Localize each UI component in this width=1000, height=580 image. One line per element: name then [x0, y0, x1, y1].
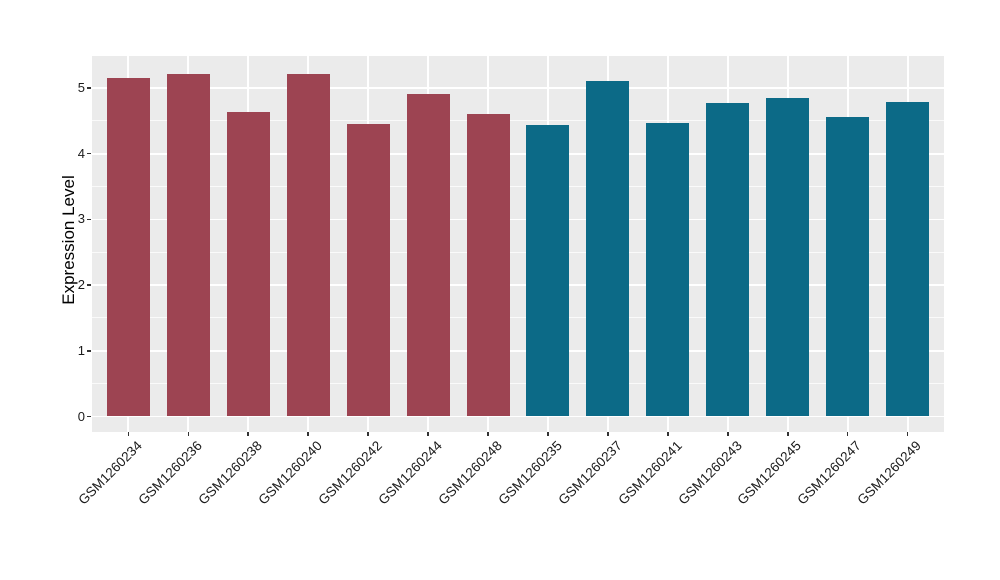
y-tick-mark: [87, 218, 91, 221]
x-tick-mark: [846, 432, 849, 436]
x-tick-label: GSM1260240: [255, 438, 325, 508]
bar-GSM1260238: [226, 111, 270, 417]
y-tick-mark: [87, 87, 91, 89]
y-tick-label: 4: [77, 145, 85, 161]
gridline-major-horizontal: [92, 87, 944, 89]
gridline-major-horizontal: [92, 218, 944, 221]
bar-GSM1260249: [886, 102, 930, 417]
x-tick-label: GSM1260244: [375, 438, 445, 508]
gridline-minor-horizontal: [92, 120, 944, 122]
x-tick-mark: [127, 432, 130, 436]
x-tick-mark: [427, 432, 429, 436]
y-tick-label: 0: [77, 408, 85, 424]
bar-GSM1260235: [526, 124, 570, 417]
bar-GSM1260234: [106, 78, 150, 417]
x-tick-label: GSM1260249: [854, 438, 925, 508]
bar-GSM1260240: [286, 73, 330, 417]
gridline-minor-horizontal: [92, 251, 944, 253]
x-tick-label: GSM1260248: [435, 438, 505, 508]
y-tick-label: 2: [77, 277, 85, 293]
y-tick-mark: [87, 415, 91, 418]
x-tick-label: GSM1260237: [554, 438, 625, 508]
bar-GSM1260236: [166, 73, 210, 417]
gridline-major-horizontal: [92, 415, 944, 418]
y-tick-mark: [87, 284, 91, 286]
x-tick-mark: [307, 432, 309, 436]
gridline-minor-horizontal: [92, 186, 944, 188]
y-tick-mark: [87, 350, 91, 352]
x-tick-mark: [787, 432, 789, 436]
x-tick-label: GSM1260238: [195, 438, 265, 508]
x-tick-mark: [187, 432, 189, 436]
gridline-minor-horizontal: [92, 383, 944, 385]
x-tick-label: GSM1260236: [135, 438, 205, 508]
bar-GSM1260247: [826, 116, 870, 417]
x-tick-label: GSM1260235: [495, 438, 565, 508]
x-tick-mark: [607, 432, 609, 436]
gridline-major-horizontal: [92, 152, 944, 155]
bar-GSM1260243: [706, 103, 750, 417]
x-tick-mark: [367, 432, 369, 436]
gridline-major-horizontal: [92, 349, 944, 352]
gridline-minor-horizontal: [92, 317, 944, 319]
bar-GSM1260237: [586, 80, 630, 417]
plot-panel: [92, 56, 944, 432]
bar-GSM1260242: [346, 124, 390, 417]
x-tick-label: GSM1260242: [315, 438, 385, 508]
x-tick-mark: [487, 432, 489, 436]
x-tick-mark: [727, 432, 729, 436]
x-tick-label: GSM1260241: [614, 438, 685, 508]
gridline-major-horizontal: [92, 284, 944, 286]
x-tick-mark: [547, 432, 549, 436]
bar-GSM1260241: [646, 123, 690, 417]
x-tick-mark: [247, 432, 249, 436]
x-tick-label: GSM1260234: [75, 438, 145, 508]
bar-GSM1260248: [466, 114, 510, 417]
bar-GSM1260245: [766, 97, 810, 417]
bar-GSM1260244: [406, 93, 450, 417]
y-tick-label: 5: [77, 80, 85, 95]
y-tick-mark: [87, 152, 91, 155]
x-tick-mark: [667, 432, 669, 436]
y-tick-label: 3: [77, 211, 85, 227]
y-tick-label: 1: [77, 342, 85, 358]
x-tick-mark: [906, 432, 909, 436]
